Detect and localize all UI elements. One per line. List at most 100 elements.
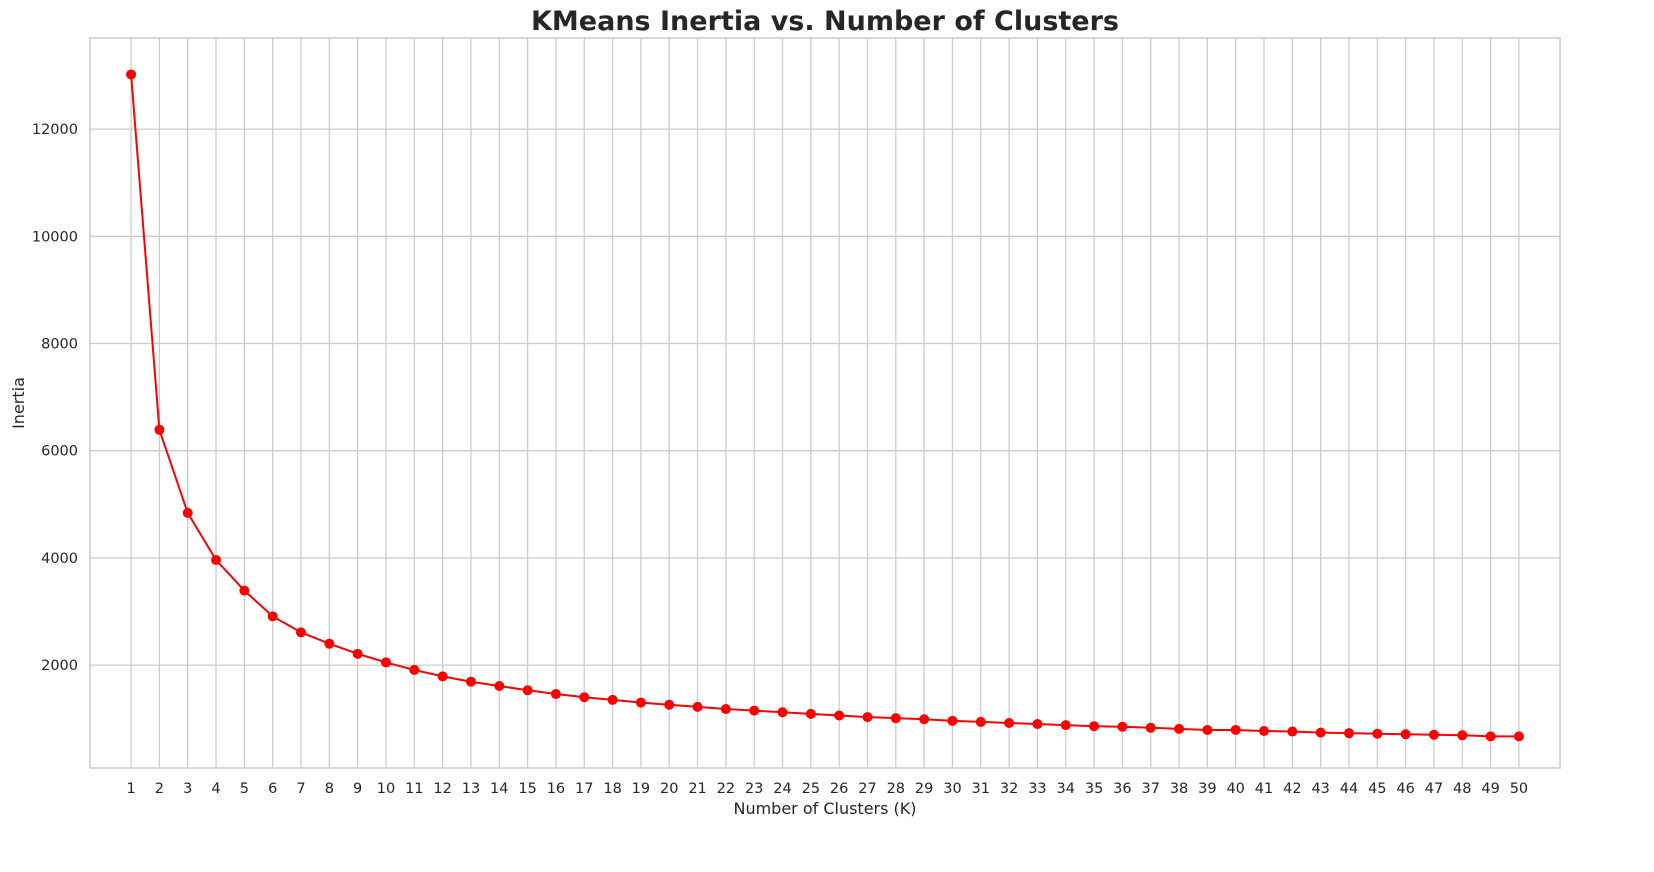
- data-point: [720, 704, 731, 715]
- y-tick-label: 10000: [32, 229, 78, 245]
- data-point: [1485, 731, 1496, 742]
- x-tick-label: 28: [887, 781, 905, 797]
- data-point: [1202, 724, 1213, 735]
- data-point: [947, 715, 958, 726]
- data-point: [635, 697, 646, 708]
- data-point: [1513, 731, 1524, 742]
- data-point: [1372, 728, 1383, 739]
- y-tick-label: 2000: [41, 658, 78, 674]
- data-point: [607, 694, 618, 705]
- x-axis-label: Number of Clusters (K): [733, 799, 916, 818]
- x-tick-label: 25: [802, 781, 820, 797]
- data-point: [182, 507, 193, 518]
- plot-area-frame: [89, 37, 1561, 769]
- x-tick-label: 39: [1198, 781, 1216, 797]
- data-point: [154, 424, 165, 435]
- grid-lines: [90, 38, 1560, 768]
- x-tick-label: 50: [1510, 781, 1528, 797]
- data-point: [494, 680, 505, 691]
- x-tick-label: 38: [1170, 781, 1188, 797]
- data-point: [975, 716, 986, 727]
- data-point: [211, 555, 222, 566]
- data-point: [1145, 722, 1156, 733]
- data-point: [465, 676, 476, 687]
- x-tick-label: 29: [915, 781, 933, 797]
- x-tick-label: 8: [325, 781, 334, 797]
- data-point: [550, 689, 561, 700]
- data-point: [919, 714, 930, 725]
- x-tick-label: 26: [830, 781, 848, 797]
- data-point: [324, 638, 335, 649]
- x-tick-label: 45: [1368, 781, 1386, 797]
- data-point: [1315, 727, 1326, 738]
- x-tick-label: 9: [353, 781, 362, 797]
- data-point: [834, 710, 845, 721]
- x-tick-label: 35: [1085, 781, 1103, 797]
- x-tick-label: 23: [745, 781, 763, 797]
- x-tick-label: 19: [632, 781, 650, 797]
- x-tick-label: 20: [660, 781, 678, 797]
- data-point: [1428, 729, 1439, 740]
- x-tick-label: 21: [688, 781, 706, 797]
- tick-labels: 1 2 3 4 5 6 7 8 9 10 11 12 13 14 15 16 17 18 19 20 21 22 23 24 2…: [32, 122, 1528, 797]
- x-tick-label: 4: [211, 781, 220, 797]
- x-tick-label: 32: [1000, 781, 1018, 797]
- x-tick-label: 13: [462, 781, 480, 797]
- data-point: [239, 585, 250, 596]
- x-tick-label: 24: [773, 781, 791, 797]
- data-point: [1400, 729, 1411, 740]
- series-line: [130, 74, 1519, 738]
- data-point: [1117, 721, 1128, 732]
- data-point: [267, 611, 278, 622]
- data-point: [579, 692, 590, 703]
- data-point: [1457, 730, 1468, 741]
- data-point: [1174, 723, 1185, 734]
- x-tick-label: 43: [1311, 781, 1329, 797]
- data-point: [890, 713, 901, 724]
- x-tick-label: 46: [1396, 781, 1414, 797]
- x-tick-label: 10: [377, 781, 395, 797]
- data-point: [380, 657, 391, 668]
- chart-title: KMeans Inertia vs. Number of Clusters: [531, 6, 1119, 37]
- data-point: [1060, 720, 1071, 731]
- x-tick-label: 42: [1283, 781, 1301, 797]
- data-point: [692, 701, 703, 712]
- x-tick-label: 41: [1255, 781, 1273, 797]
- y-tick-label: 4000: [41, 551, 78, 567]
- x-tick-label: 36: [1113, 781, 1131, 797]
- x-tick-label: 11: [405, 781, 423, 797]
- x-tick-label: 16: [547, 781, 565, 797]
- data-point: [777, 707, 788, 718]
- data-point: [749, 705, 760, 716]
- x-tick-label: 12: [433, 781, 451, 797]
- x-tick-label: 14: [490, 781, 508, 797]
- data-point: [1004, 717, 1015, 728]
- data-point: [1032, 719, 1043, 730]
- x-tick-label: 48: [1453, 781, 1471, 797]
- x-tick-label: 40: [1226, 781, 1244, 797]
- data-point: [296, 627, 307, 638]
- data-point: [1259, 726, 1270, 737]
- x-tick-label: 15: [518, 781, 536, 797]
- x-tick-label: 2: [155, 781, 164, 797]
- data-point: [1089, 721, 1100, 732]
- x-tick-label: 3: [183, 781, 192, 797]
- x-tick-label: 18: [603, 781, 621, 797]
- y-tick-label: 6000: [41, 444, 78, 460]
- data-point: [664, 699, 675, 710]
- data-point: [522, 685, 533, 696]
- x-tick-label: 6: [268, 781, 277, 797]
- x-tick-label: 1: [126, 781, 135, 797]
- data-point: [409, 664, 420, 675]
- x-tick-label: 5: [240, 781, 249, 797]
- x-tick-label: 47: [1425, 781, 1443, 797]
- x-tick-label: 44: [1340, 781, 1358, 797]
- data-point: [862, 712, 873, 723]
- series-layer: [126, 69, 1524, 742]
- x-tick-label: 7: [296, 781, 305, 797]
- data-point: [1343, 728, 1354, 739]
- data-point: [352, 648, 363, 659]
- x-tick-label: 31: [972, 781, 990, 797]
- x-tick-label: 49: [1481, 781, 1499, 797]
